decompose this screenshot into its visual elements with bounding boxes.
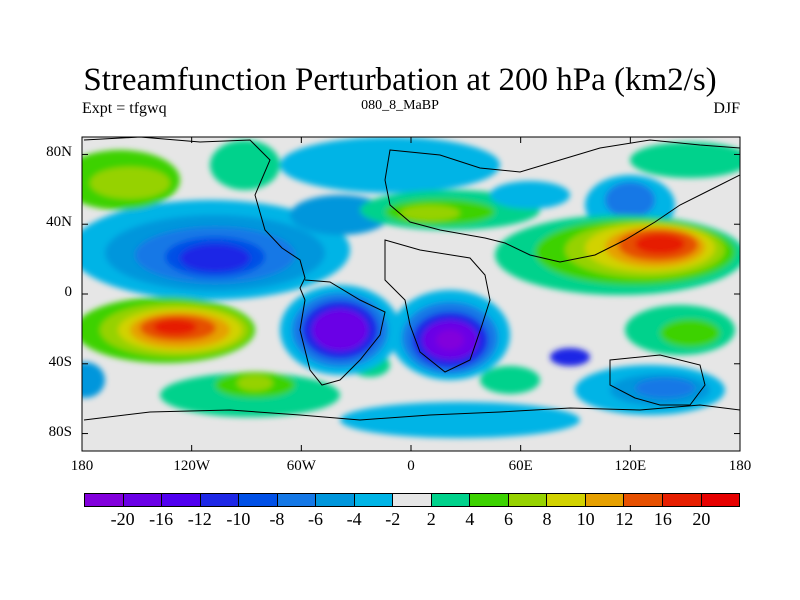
x-tick-label: 120W xyxy=(173,458,210,474)
x-tick-label: 120E xyxy=(614,458,647,474)
colorbar-label: -12 xyxy=(187,509,212,529)
y-tick-label: 80S xyxy=(48,423,72,440)
y-tick-label: 40N xyxy=(46,214,72,231)
colorbar-box xyxy=(239,494,278,506)
north-america-coast xyxy=(83,137,306,301)
colorbar-box xyxy=(200,494,240,506)
colorbar-label: 4 xyxy=(465,509,475,529)
coastlines xyxy=(83,137,740,421)
x-tick-label: 180 xyxy=(728,458,752,474)
x-tick-label: 60E xyxy=(508,458,533,474)
colorbar-box xyxy=(547,494,586,506)
colorbar-box xyxy=(123,494,163,506)
antarctica-coast xyxy=(83,404,740,421)
colorbar-box xyxy=(85,494,124,506)
colorbar-label: 2 xyxy=(426,509,436,529)
colorbar-box xyxy=(277,494,317,506)
south-america-coast xyxy=(299,279,386,386)
colorbar-box xyxy=(662,494,702,506)
colorbar-box xyxy=(508,494,548,506)
colorbar-label: -10 xyxy=(226,509,251,529)
colorbar-label: -8 xyxy=(269,509,285,529)
colorbar-box xyxy=(162,494,201,506)
colorbar-box xyxy=(585,494,625,506)
colorbar-box xyxy=(624,494,663,506)
colorbar-label: 6 xyxy=(503,509,513,529)
colorbar-label: 12 xyxy=(615,509,634,529)
africa-coast xyxy=(384,239,491,373)
season-label: DJF xyxy=(713,100,740,117)
colorbar-label: 10 xyxy=(576,509,595,529)
colorbar-box xyxy=(393,494,432,506)
case-label: 080_8_MaBP xyxy=(361,98,439,113)
x-tick-label: 60W xyxy=(286,458,316,474)
colorbar-label: -20 xyxy=(110,509,135,529)
x-tick-label: 180 xyxy=(70,458,94,474)
colorbar-label: 16 xyxy=(653,509,672,529)
colorbar-label: 8 xyxy=(542,509,552,529)
colorbar-label: -6 xyxy=(308,509,324,529)
australia-coast xyxy=(609,354,706,406)
experiment-label: Expt = tfgwq xyxy=(82,100,167,117)
y-tick-label: 40S xyxy=(48,353,72,370)
eurasia-coast xyxy=(384,139,740,263)
map-title: Streamfunction Perturbation at 200 hPa (… xyxy=(83,62,717,98)
colorbar-box xyxy=(316,494,355,506)
colorbar xyxy=(84,493,740,507)
colorbar-label: -2 xyxy=(385,509,401,529)
colorbar-label: 20 xyxy=(692,509,711,529)
contour-field xyxy=(82,137,740,451)
colorbar-box xyxy=(354,494,394,506)
colorbar-label: -4 xyxy=(346,509,362,529)
x-tick-label: 0 xyxy=(407,458,415,474)
colorbar-box xyxy=(470,494,509,506)
colorbar-label: -16 xyxy=(149,509,174,529)
colorbar-box xyxy=(431,494,471,506)
axis-ticks xyxy=(81,137,741,451)
y-tick-label: 80N xyxy=(46,144,72,161)
y-tick-label: 0 xyxy=(64,284,73,300)
colorbar-box xyxy=(701,494,740,506)
